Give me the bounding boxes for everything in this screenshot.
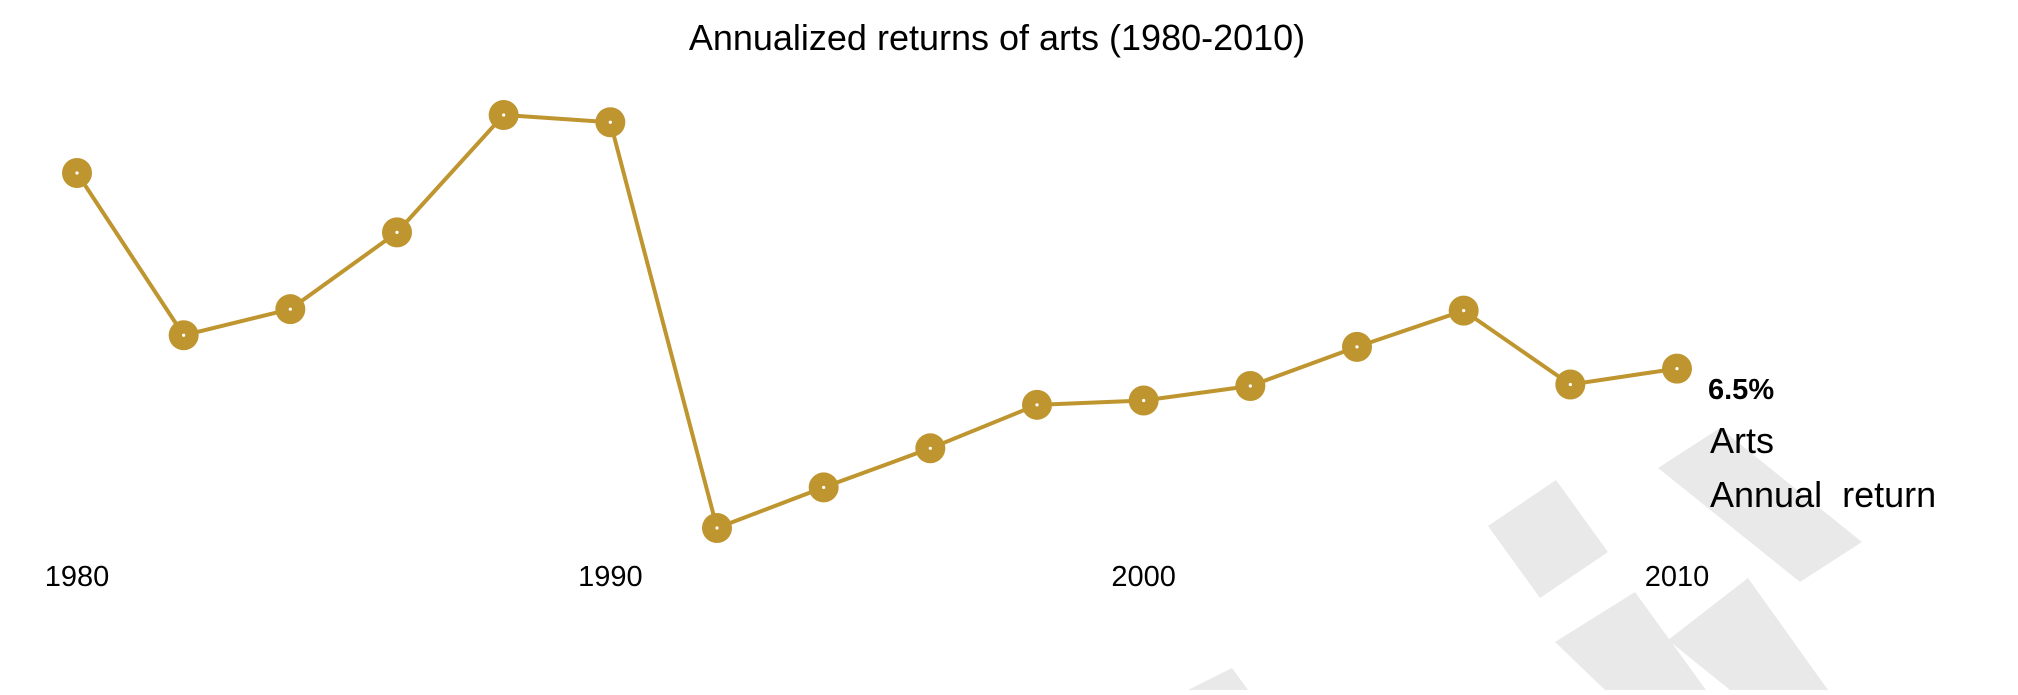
series-layer (62, 100, 1692, 543)
data-point-center (288, 307, 292, 311)
data-point-center (395, 230, 399, 234)
data-point (488, 100, 519, 130)
series-line-arts (75, 113, 1678, 530)
data-point-center (608, 120, 612, 124)
data-point (915, 433, 946, 464)
data-point-center (928, 446, 932, 450)
data-point-center (182, 333, 186, 337)
end-annotation: 6.5% Arts Annual return (1708, 374, 1936, 515)
data-point (275, 294, 306, 325)
x-tick-label: 1980 (45, 561, 110, 593)
data-point (595, 107, 626, 138)
end-series-label: Arts (1710, 420, 1774, 461)
data-point (1555, 369, 1586, 400)
data-point (1235, 370, 1266, 401)
chart-title: Annualized returns of arts (1980-2010) (689, 17, 1305, 58)
watermark-block-5 (1188, 668, 1248, 690)
watermark-block-4 (1668, 578, 1828, 690)
data-point (1022, 389, 1052, 420)
end-value-label: 6.5% (1708, 374, 1774, 406)
end-sublabel: Annual return (1710, 474, 1936, 515)
x-tick-label: 2000 (1111, 561, 1176, 593)
data-point-center (1248, 384, 1252, 388)
data-point-center (1355, 345, 1359, 349)
data-point-center (1568, 382, 1572, 387)
data-point (1342, 331, 1372, 362)
data-point-center (1675, 366, 1679, 371)
data-point-center (1035, 403, 1039, 407)
watermark-shapes (1188, 428, 1862, 690)
data-point-center (822, 485, 826, 490)
data-point (1662, 353, 1692, 384)
data-point (1128, 385, 1159, 416)
data-point (702, 513, 732, 543)
data-point (1448, 295, 1479, 326)
data-point-center (1142, 398, 1146, 403)
x-tick-label: 1990 (578, 561, 643, 593)
x-tick-label: 2010 (1645, 561, 1710, 593)
watermark-block-1 (1488, 480, 1608, 598)
data-point-center (1462, 309, 1466, 313)
data-point (62, 157, 92, 188)
data-point (808, 472, 839, 503)
data-point (168, 320, 199, 351)
data-point-center (75, 171, 79, 175)
x-axis: 1980 1990 2000 2010 (45, 561, 1710, 593)
watermark-block-3 (1555, 592, 1706, 690)
watermark-block-2 (1658, 428, 1862, 582)
data-point-center (502, 113, 506, 117)
data-point (382, 217, 412, 248)
data-point-center (715, 526, 719, 530)
